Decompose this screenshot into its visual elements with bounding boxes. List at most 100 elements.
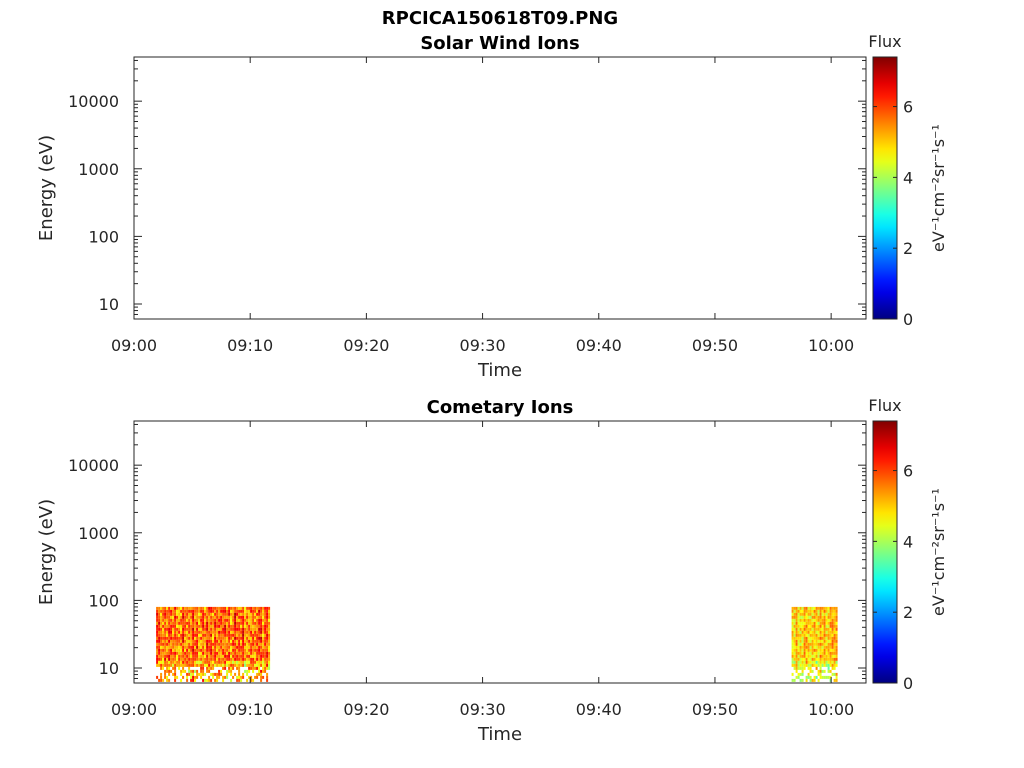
- flux-cell: [236, 609, 239, 613]
- flux-cell: [795, 627, 798, 631]
- flux-cell: [811, 636, 814, 640]
- flux-cell: [168, 663, 171, 667]
- flux-cell: [819, 609, 822, 613]
- flux-cell: [194, 624, 197, 628]
- flux-cell: [238, 627, 241, 631]
- flux-cell: [206, 621, 209, 625]
- flux-cell: [791, 645, 794, 649]
- flux-cell: [212, 612, 215, 616]
- flux-cell: [192, 612, 195, 616]
- flux-cell: [176, 615, 179, 619]
- flux-cell: [190, 615, 193, 619]
- flux-cell: [182, 666, 185, 670]
- colorbar-unit-label: eV⁻¹cm⁻²sr⁻¹s⁻¹: [929, 124, 948, 252]
- colorbar-scale: [872, 420, 898, 684]
- flux-cell: [186, 651, 189, 655]
- flux-cell: [194, 606, 197, 610]
- flux-cell: [224, 666, 227, 670]
- flux-cell: [166, 651, 169, 655]
- flux-cell: [174, 648, 177, 652]
- flux-cell: [198, 642, 201, 646]
- flux-cell: [218, 630, 221, 634]
- flux-cell: [813, 615, 816, 619]
- flux-cell: [216, 630, 219, 634]
- flux-cell: [188, 612, 191, 616]
- flux-cell: [262, 654, 265, 658]
- flux-cell: [166, 621, 169, 625]
- flux-cell: [198, 624, 201, 628]
- flux-cell: [158, 645, 161, 649]
- flux-cell: [186, 645, 189, 649]
- flux-cell: [200, 669, 203, 673]
- flux-cell: [166, 636, 169, 640]
- flux-cell: [228, 669, 231, 673]
- flux-cell: [266, 627, 269, 631]
- flux-cell: [250, 663, 253, 667]
- flux-cell: [224, 660, 227, 664]
- flux-cell: [244, 609, 247, 613]
- flux-cell: [234, 615, 237, 619]
- flux-cell: [192, 615, 195, 619]
- flux-cell: [178, 654, 181, 658]
- flux-cell: [256, 666, 259, 670]
- flux-cell: [192, 669, 195, 673]
- flux-cell: [831, 609, 834, 613]
- flux-cell: [815, 618, 818, 622]
- flux-cell: [815, 675, 818, 679]
- flux-cell: [184, 654, 187, 658]
- flux-cell: [206, 663, 209, 667]
- flux-cell: [218, 654, 221, 658]
- flux-cell: [801, 615, 804, 619]
- flux-cell: [248, 648, 251, 652]
- flux-cell: [200, 660, 203, 664]
- flux-cell: [238, 615, 241, 619]
- flux-cell: [216, 663, 219, 667]
- flux-cell: [254, 636, 257, 640]
- flux-cell: [162, 606, 165, 610]
- flux-cell: [184, 606, 187, 610]
- flux-cell: [833, 618, 836, 622]
- flux-cell: [206, 657, 209, 661]
- flux-cell: [174, 642, 177, 646]
- flux-cell: [256, 636, 259, 640]
- flux-cell: [216, 678, 219, 682]
- flux-cell: [833, 630, 836, 634]
- flux-cell: [238, 633, 241, 637]
- flux-cell: [825, 612, 828, 616]
- flux-cell: [218, 639, 221, 643]
- flux-cell: [212, 663, 215, 667]
- flux-cell: [178, 630, 181, 634]
- flux-cell: [172, 645, 175, 649]
- flux-cell: [831, 657, 834, 661]
- flux-cell: [268, 639, 271, 643]
- flux-cell: [260, 618, 263, 622]
- flux-cell: [254, 660, 257, 664]
- flux-cell: [811, 618, 814, 622]
- flux-cell: [817, 609, 820, 613]
- flux-cell: [248, 660, 251, 664]
- flux-cell: [202, 669, 205, 673]
- flux-cell: [797, 651, 800, 655]
- flux-cell: [198, 660, 201, 664]
- flux-cell: [218, 669, 221, 673]
- flux-cell: [823, 654, 826, 658]
- flux-cell: [805, 663, 808, 667]
- flux-cell: [202, 624, 205, 628]
- flux-cell: [220, 654, 223, 658]
- flux-cell: [795, 606, 798, 610]
- flux-cell: [164, 651, 167, 655]
- flux-cell: [230, 648, 233, 652]
- flux-cell: [168, 645, 171, 649]
- flux-cell: [831, 672, 834, 676]
- flux-cell: [186, 624, 189, 628]
- flux-cell: [234, 633, 237, 637]
- flux-cell: [246, 660, 249, 664]
- flux-cell: [258, 627, 261, 631]
- flux-cell: [813, 633, 816, 637]
- flux-cell: [246, 639, 249, 643]
- flux-cell: [801, 642, 804, 646]
- flux-cell: [817, 654, 820, 658]
- flux-cell: [238, 606, 241, 610]
